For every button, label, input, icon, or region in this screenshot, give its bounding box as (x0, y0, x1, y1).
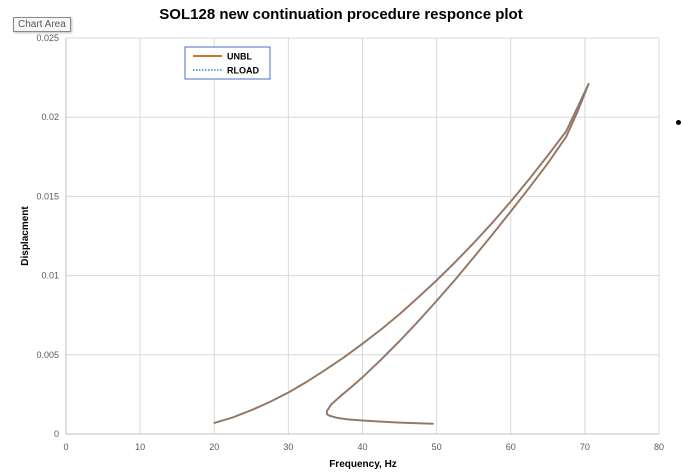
x-tick-label: 70 (580, 442, 590, 452)
x-axis-label: Frequency, Hz (329, 459, 397, 470)
x-tick-label: 60 (506, 442, 516, 452)
legend-box (184, 46, 271, 80)
y-tick-labels: 0 0.005 0.01 0.015 0.02 0.025 (36, 33, 59, 439)
y-tick-label: 0.02 (41, 112, 59, 122)
series-line-unbl (213, 82, 590, 425)
axes (65, 38, 659, 435)
y-axis-label: Displacment (20, 206, 31, 266)
gridlines (66, 37, 660, 434)
y-tick-label: 0.025 (36, 33, 59, 43)
y-tick-label: 0.005 (36, 350, 59, 360)
legend-label-rload: RLOAD (227, 66, 259, 76)
x-tick-label: 10 (135, 442, 145, 452)
y-tick-label: 0 (54, 429, 59, 439)
chart-area-tooltip: Chart Area (13, 17, 71, 32)
x-tick-label: 0 (63, 442, 68, 452)
series-line-rload (213, 83, 590, 425)
x-tick-label: 30 (283, 442, 293, 452)
series-lines (213, 82, 590, 425)
y-tick-label: 0.01 (41, 271, 59, 281)
x-tick-label: 50 (432, 442, 442, 452)
x-tick-label: 40 (357, 442, 367, 452)
x-tick-label: 20 (209, 442, 219, 452)
y-tick-label: 0.015 (36, 191, 59, 201)
legend-label-unbl: UNBL (227, 52, 252, 62)
legend: UNBL RLOAD (184, 46, 271, 80)
x-tick-labels: 0 10 20 30 40 50 60 70 80 (63, 442, 664, 452)
bullet-dot (676, 120, 681, 125)
chart-title: SOL128 new continuation procedure respon… (159, 6, 523, 23)
x-tick-label: 80 (654, 442, 664, 452)
